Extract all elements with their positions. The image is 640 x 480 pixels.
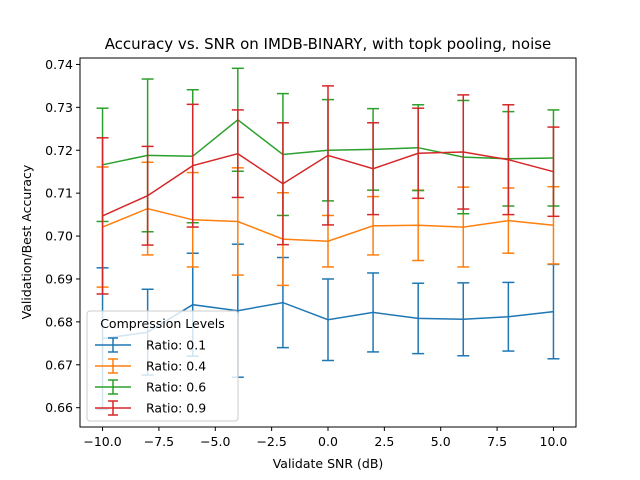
y-tick-label: 0.72 — [45, 143, 73, 158]
y-tick-label: 0.71 — [45, 186, 73, 201]
y-tick-label: 0.74 — [45, 57, 73, 72]
x-tick-label: 7.5 — [487, 434, 507, 449]
y-axis-label: Validation/Best Accuracy — [19, 164, 34, 319]
y-tick-label: 0.70 — [45, 229, 73, 244]
x-tick-label: −5.0 — [200, 434, 230, 449]
legend: Compression Levels Ratio: 0.1 Ratio: 0.4 Ra… — [86, 310, 239, 422]
chart-title: Accuracy vs. SNR on IMDB-BINARY, with to… — [105, 35, 552, 53]
x-axis-label: Validate SNR (dB) — [273, 456, 384, 471]
y-tick-label: 0.69 — [45, 271, 73, 286]
y-tick-label: 0.67 — [45, 357, 73, 372]
legend-box — [86, 310, 239, 422]
x-tick-label: −10.0 — [83, 434, 121, 449]
legend-label: Ratio: 0.1 — [146, 338, 206, 353]
y-tick-label: 0.68 — [45, 314, 73, 329]
y-tick-label: 0.73 — [45, 100, 73, 115]
legend-label: Ratio: 0.6 — [146, 380, 206, 395]
x-tick-label: 2.5 — [374, 434, 394, 449]
legend-title: Compression Levels — [100, 316, 225, 331]
x-tick-label: −2.5 — [256, 434, 286, 449]
plot-area — [96, 67, 560, 411]
legend-label: Ratio: 0.4 — [146, 359, 206, 374]
axis-ticks: −10.0 −7.5 −5.0 −2.5 0.0 2.5 5.0 7.5 10.0 0.66 0.6… — [45, 57, 567, 449]
x-tick-label: 0.0 — [318, 434, 338, 449]
x-tick-label: 5.0 — [431, 434, 451, 449]
x-tick-label: 10.0 — [540, 434, 568, 449]
y-tick-label: 0.66 — [45, 400, 73, 415]
legend-label: Ratio: 0.9 — [146, 401, 206, 416]
x-tick-label: −7.5 — [144, 434, 174, 449]
series-4 — [96, 85, 560, 295]
